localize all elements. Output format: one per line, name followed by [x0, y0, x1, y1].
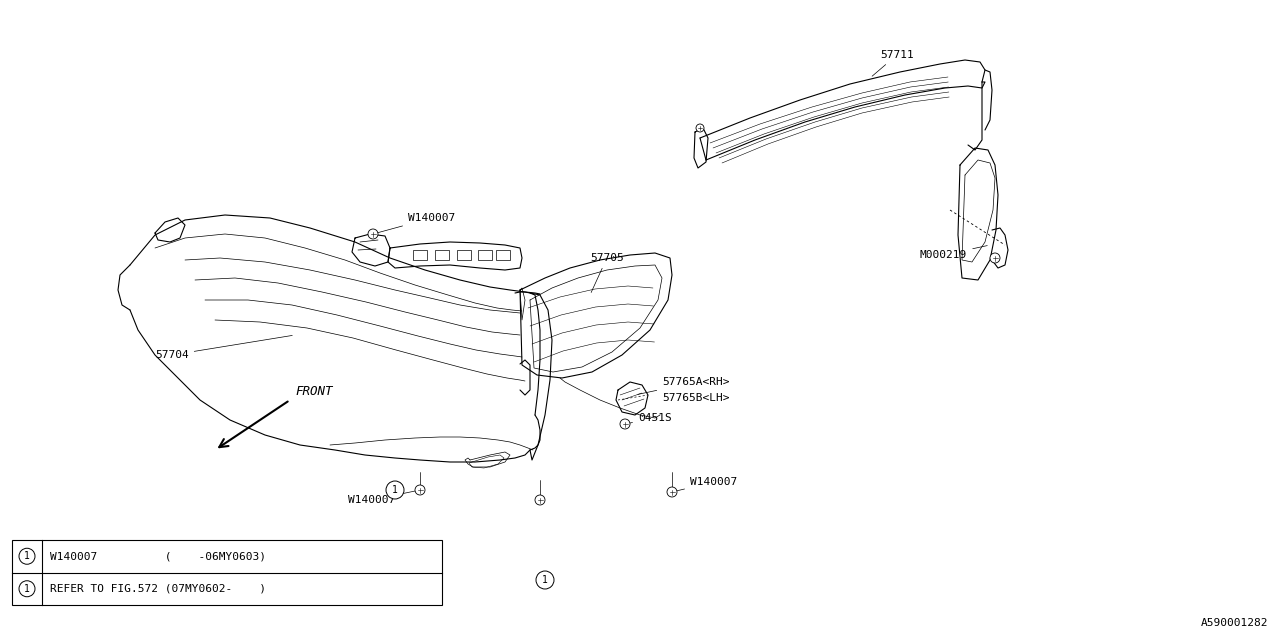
Text: M000219: M000219 [920, 246, 987, 260]
Circle shape [19, 580, 35, 596]
Bar [413, 250, 428, 260]
Bar [435, 250, 449, 260]
Circle shape [415, 485, 425, 495]
Bar [477, 250, 492, 260]
Text: 1: 1 [541, 575, 548, 585]
Text: 57711: 57711 [872, 50, 914, 76]
Text: W140007: W140007 [348, 491, 417, 505]
Circle shape [989, 253, 1000, 263]
Circle shape [536, 571, 554, 589]
Text: W140007          (    -06MY0603): W140007 ( -06MY0603) [50, 551, 266, 561]
Text: REFER TO FIG.572 (07MY0602-    ): REFER TO FIG.572 (07MY0602- ) [50, 584, 266, 594]
Text: 57765B<LH>: 57765B<LH> [662, 393, 730, 403]
Bar [497, 250, 509, 260]
Bar [12, 540, 442, 605]
Circle shape [535, 495, 545, 505]
Circle shape [667, 487, 677, 497]
Circle shape [696, 124, 704, 132]
Text: 1: 1 [24, 551, 29, 561]
Circle shape [620, 419, 630, 429]
Text: W140007: W140007 [675, 477, 737, 492]
Bar [457, 250, 471, 260]
Text: 0451S: 0451S [627, 413, 672, 424]
Text: 57704: 57704 [155, 335, 292, 360]
Text: 57705: 57705 [590, 253, 623, 292]
Text: 1: 1 [392, 485, 398, 495]
Text: A590001282: A590001282 [1201, 618, 1268, 628]
Circle shape [387, 481, 404, 499]
Text: W140007: W140007 [375, 213, 456, 233]
Text: 1: 1 [24, 584, 29, 594]
Circle shape [369, 229, 378, 239]
Circle shape [19, 548, 35, 564]
Text: 57765A<RH>: 57765A<RH> [637, 377, 730, 394]
Text: FRONT: FRONT [294, 385, 333, 398]
